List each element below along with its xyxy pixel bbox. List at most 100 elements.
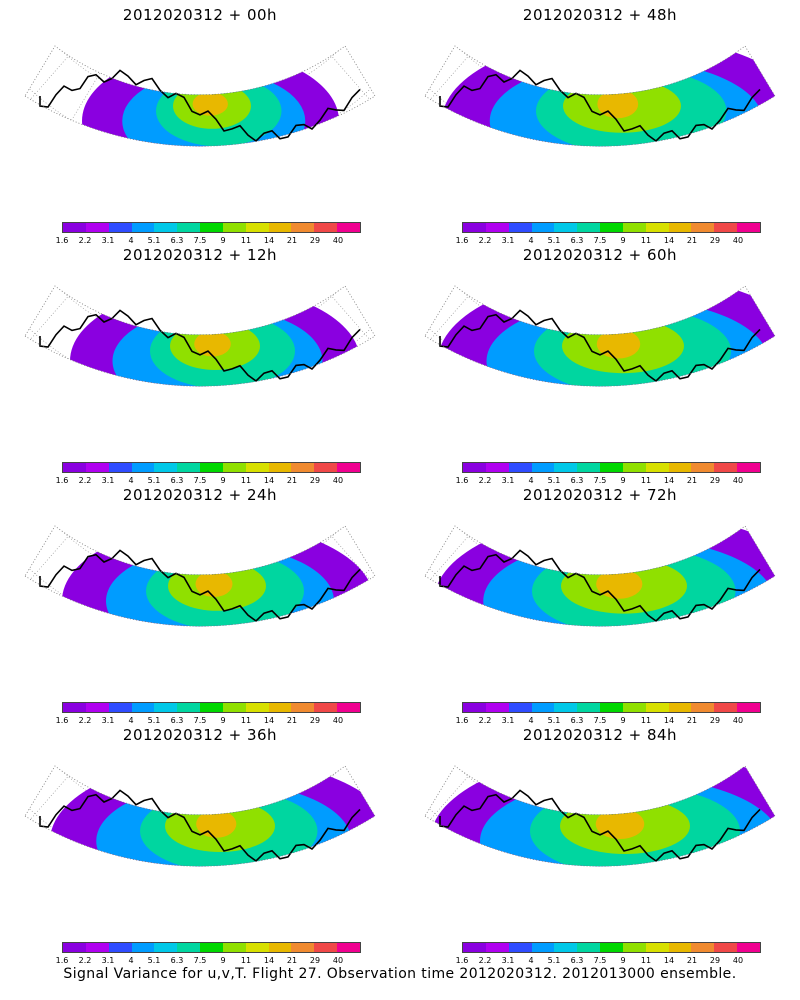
- colorbar-tick-label: 40: [732, 716, 744, 725]
- colorbar-segment: [600, 463, 623, 472]
- coastline: [439, 549, 761, 623]
- colorbar-tick-label: 11: [240, 236, 252, 245]
- colorbar-segment: [463, 943, 486, 952]
- colorbar-tick-label: 1.6: [455, 716, 469, 725]
- colorbar-tick-label: 4: [128, 236, 134, 245]
- colorbar-tick-label: 1.6: [455, 236, 469, 245]
- colorbar-segment: [737, 703, 760, 712]
- colorbar-tick-label: 21: [686, 956, 698, 965]
- colorbar-tick-label: 3.1: [501, 956, 515, 965]
- colorbar: [62, 462, 361, 473]
- colorbar-tick-label: 3.1: [101, 956, 115, 965]
- panel-title: 2012020312 + 84h: [522, 726, 678, 744]
- colorbar-tick-label: 1.6: [455, 476, 469, 485]
- colorbar-tick-label: 14: [663, 956, 675, 965]
- colorbar-segment: [291, 703, 315, 712]
- colorbar-tick-label: 4: [528, 476, 534, 485]
- polar-map: [424, 525, 776, 627]
- panel-title: 2012020312 + 60h: [522, 246, 678, 264]
- colorbar-segment: [200, 223, 223, 232]
- colorbar-segment: [245, 463, 269, 472]
- colorbar-segment: [531, 943, 555, 952]
- colorbar-labels: 1.6 2.2 3.1 4 5.1 6.3 7.5 9 11 14 21 29 40: [450, 236, 770, 246]
- forecast-panel: 2012020312 + 60h 1.6 2.2 3.1 4 5.1 6.3 7.5 9 11 14…: [400, 240, 800, 485]
- colorbar-tick-label: 21: [286, 956, 298, 965]
- panel-title: 2012020312 + 48h: [522, 6, 678, 24]
- colorbar-tick-label: 7.5: [193, 956, 207, 965]
- colorbar-segment: [622, 463, 646, 472]
- colorbar-segment: [737, 223, 760, 232]
- colorbar-segment: [668, 943, 692, 952]
- colorbar-segment: [85, 223, 109, 232]
- colorbar-tick-label: 29: [309, 476, 321, 485]
- colorbar-tick-label: 7.5: [593, 236, 607, 245]
- colorbar-tick-label: 1.6: [55, 716, 69, 725]
- colorbar: [462, 222, 761, 233]
- colorbar-segment: [200, 943, 223, 952]
- coastline: [439, 789, 761, 863]
- colorbar-tick-label: 3.1: [501, 236, 515, 245]
- colorbar-segment: [200, 703, 223, 712]
- panel-title: 2012020312 + 72h: [522, 486, 678, 504]
- colorbar-tick-label: 14: [663, 716, 675, 725]
- colorbar-segment: [622, 943, 646, 952]
- colorbar-segment: [668, 223, 692, 232]
- colorbar-segment: [485, 703, 509, 712]
- colorbar-segment: [600, 703, 623, 712]
- colorbar-tick-label: 14: [263, 476, 275, 485]
- colorbar-segment: [177, 463, 201, 472]
- colorbar-segment: [222, 463, 246, 472]
- colorbar-segment: [314, 463, 338, 472]
- coastline: [39, 309, 361, 383]
- colorbar-tick-label: 29: [709, 236, 721, 245]
- colorbar-tick-label: 3.1: [101, 476, 115, 485]
- panel-title: 2012020312 + 12h: [122, 246, 278, 264]
- latitude-gridline: [449, 526, 751, 537]
- polar-map: [424, 285, 776, 387]
- colorbar-tick-label: 5.1: [547, 236, 561, 245]
- colorbar-tick-label: 6.3: [170, 236, 184, 245]
- colorbar-segment: [85, 703, 109, 712]
- colorbar-tick-label: 11: [640, 716, 652, 725]
- figure-caption: Signal Variance for u,v,T. Flight 27. Ob…: [63, 966, 737, 982]
- panel-title: 2012020312 + 36h: [122, 726, 278, 744]
- colorbar-segment: [222, 943, 246, 952]
- colorbar-tick-label: 7.5: [593, 956, 607, 965]
- colorbar-tick-label: 4: [528, 236, 534, 245]
- colorbar-segment: [63, 943, 86, 952]
- latitude-gridline: [449, 46, 751, 57]
- colorbar-segment: [291, 943, 315, 952]
- colorbar-segment: [645, 703, 669, 712]
- colorbar-tick-label: 21: [286, 236, 298, 245]
- colorbar-labels: 1.6 2.2 3.1 4 5.1 6.3 7.5 9 11 14 21 29 40: [50, 956, 370, 966]
- colorbar-segment: [154, 703, 178, 712]
- colorbar-tick-label: 2.2: [478, 956, 492, 965]
- colorbar-segment: [645, 943, 669, 952]
- colorbar-segment: [714, 943, 738, 952]
- colorbar-tick-label: 7.5: [193, 716, 207, 725]
- colorbar-tick-label: 9: [620, 956, 626, 965]
- variance-contour: [595, 809, 645, 839]
- colorbar-segment: [131, 463, 155, 472]
- colorbar-tick-label: 40: [332, 716, 344, 725]
- colorbar-segment: [108, 703, 132, 712]
- panel-title: 2012020312 + 24h: [122, 486, 278, 504]
- colorbar-segment: [314, 943, 338, 952]
- forecast-panel: 2012020312 + 48h 1.6 2.2 3.1 4 5.1 6.3 7.5 9 11 14…: [400, 0, 800, 245]
- colorbar-labels: 1.6 2.2 3.1 4 5.1 6.3 7.5 9 11 14 21 29 40: [50, 236, 370, 246]
- colorbar-segment: [691, 223, 715, 232]
- colorbar-tick-label: 6.3: [570, 476, 584, 485]
- colorbar-tick-label: 9: [620, 476, 626, 485]
- colorbar-tick-label: 3.1: [501, 476, 515, 485]
- colorbar-segment: [337, 223, 360, 232]
- colorbar-tick-label: 14: [263, 716, 275, 725]
- colorbar-tick-label: 4: [128, 476, 134, 485]
- colorbar-tick-label: 29: [309, 236, 321, 245]
- colorbar-segment: [508, 703, 532, 712]
- colorbar-tick-label: 21: [686, 716, 698, 725]
- colorbar-tick-label: 6.3: [570, 716, 584, 725]
- colorbar-tick-label: 3.1: [501, 716, 515, 725]
- colorbar-segment: [600, 943, 623, 952]
- colorbar-segment: [737, 463, 760, 472]
- colorbar-segment: [463, 223, 486, 232]
